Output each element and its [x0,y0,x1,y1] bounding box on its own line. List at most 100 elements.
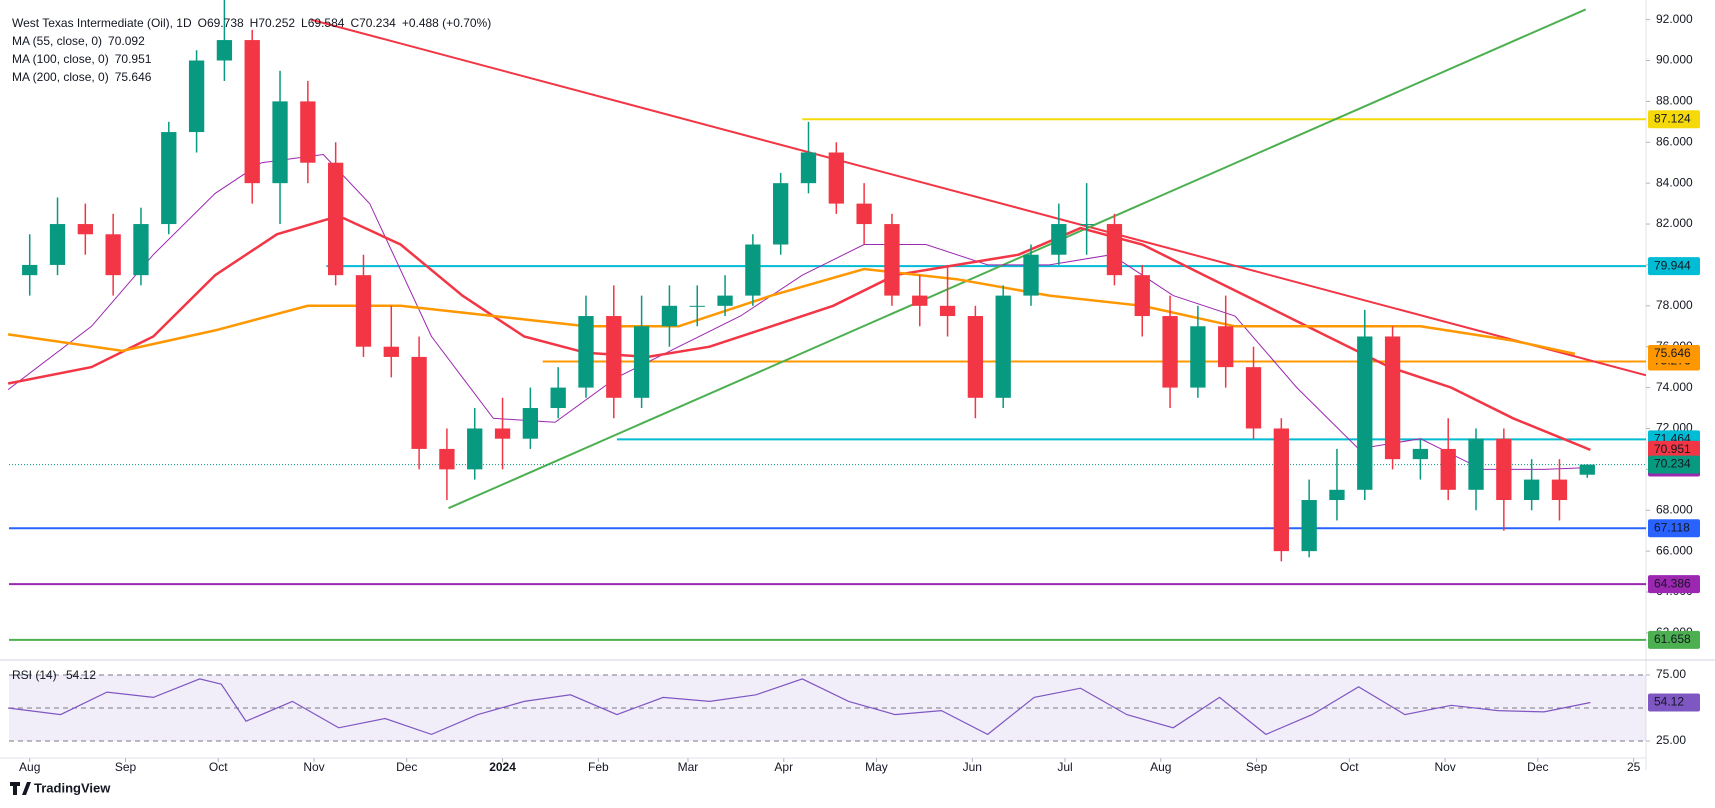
candle-body [1273,428,1289,552]
candle-body [689,305,705,307]
rsi-name: RSI (14) [12,668,57,682]
chart-title: West Texas Intermediate (Oil), 1D [12,16,192,30]
rsi-line [8,678,1591,736]
value-box-label: 70.951 [1654,442,1691,456]
x-tick-label: Oct [209,760,228,774]
value-box-label: 87.124 [1654,111,1691,125]
legend-name: MA (100, close, 0) [12,52,109,66]
legend-value: 70.951 [115,52,152,66]
x-tick-label: Dec [396,760,417,774]
x-tick-label: Apr [774,760,793,774]
candle-body [1329,489,1345,501]
y-tick-label: 92.000 [1656,12,1693,26]
candle-body [856,203,872,225]
value-box [1648,344,1700,363]
x-tick-label: 25 [1627,760,1641,774]
value-box-label: 64.386 [1654,576,1691,590]
y-tick-label: 90.000 [1656,53,1693,67]
candle-body [328,162,344,276]
change-label: +0.488 (+0.70%) [402,16,491,30]
candle-body [912,295,928,306]
x-tick-label: Aug [19,760,40,774]
y-tick-label: 88.000 [1656,94,1693,108]
candle-body [216,40,233,61]
candle-body [1162,316,1178,388]
candle-body [967,316,984,398]
x-tick-label: Nov [1434,760,1455,774]
value-box-label: 61.658 [1654,632,1691,646]
candle-body [188,60,205,133]
candle-body [633,326,650,398]
candle-body [1023,254,1039,296]
rsi-tick-label: 25.00 [1656,733,1686,747]
candle-body [1301,500,1317,552]
price-pane [7,0,1646,641]
value-box-label: 75.646 [1654,346,1691,360]
x-tick-label: Mar [678,760,699,774]
candle-body [105,234,121,276]
ohlc-label: L69.584 [301,16,345,30]
brand-name: TradingView [34,780,111,795]
candle-body [244,40,260,184]
candle-body [1524,479,1540,501]
candle-body [133,224,149,276]
rsi-value: 54.12 [66,668,96,682]
candle-body [1106,224,1123,276]
candle-body [522,408,539,439]
candle-body [1579,464,1595,475]
candle-body [494,428,511,439]
candle-body [1078,224,1095,226]
x-tick-label: Jul [1057,760,1072,774]
value-box [1648,575,1700,594]
candle-body [995,295,1011,398]
candle-body [300,101,316,163]
value-box [1648,110,1700,129]
candle-body [383,346,399,357]
logo-icon [10,782,31,795]
candle-body [1218,326,1234,368]
value-box-label: 70.234 [1654,457,1691,471]
x-tick-label: Dec [1527,760,1548,774]
y-tick-label: 74.000 [1656,380,1693,394]
trendline [310,18,1646,377]
y-tick-label: 82.000 [1656,216,1693,230]
x-tick-label: Sep [115,760,137,774]
value-box-label: 79.944 [1654,258,1691,272]
candle-body [800,152,817,184]
value-box [1648,257,1700,276]
candle-body [1357,336,1373,490]
candle-body [884,224,900,296]
x-tick-label: Jun [963,760,982,774]
candle-body [272,101,288,184]
ohlc-label: C70.234 [350,16,396,30]
legend-value: 75.646 [115,70,152,84]
y-tick-label: 84.000 [1656,175,1693,189]
x-tick-label: Sep [1246,760,1268,774]
rsi-tick-label: 75.00 [1656,667,1686,681]
value-box [1648,630,1700,649]
candle-body [1245,367,1262,429]
legend-value: 70.092 [108,34,145,48]
brand-logo: TradingView [10,780,111,795]
candle-body [773,183,789,245]
x-tick-label: Oct [1340,760,1359,774]
legend-name: MA (55, close, 0) [12,34,102,48]
y-tick-label: 78.000 [1656,298,1693,312]
value-box [1648,693,1700,712]
candle-body [578,316,594,388]
candle-body [77,224,93,235]
y-tick-label: 86.000 [1656,134,1693,148]
candle-body [49,224,66,265]
x-tick-label: 2024 [489,760,516,774]
candle-body [161,132,177,225]
trendline [448,8,1587,510]
x-tick-label: Feb [588,760,609,774]
legend-name: MA (200, close, 0) [12,70,109,84]
candle-body [1440,448,1456,490]
value-box [1648,440,1700,459]
candle-body [828,152,844,204]
y-tick-label: 66.000 [1656,543,1693,557]
value-box-label: 67.118 [1654,520,1690,534]
candle-body [411,356,427,449]
